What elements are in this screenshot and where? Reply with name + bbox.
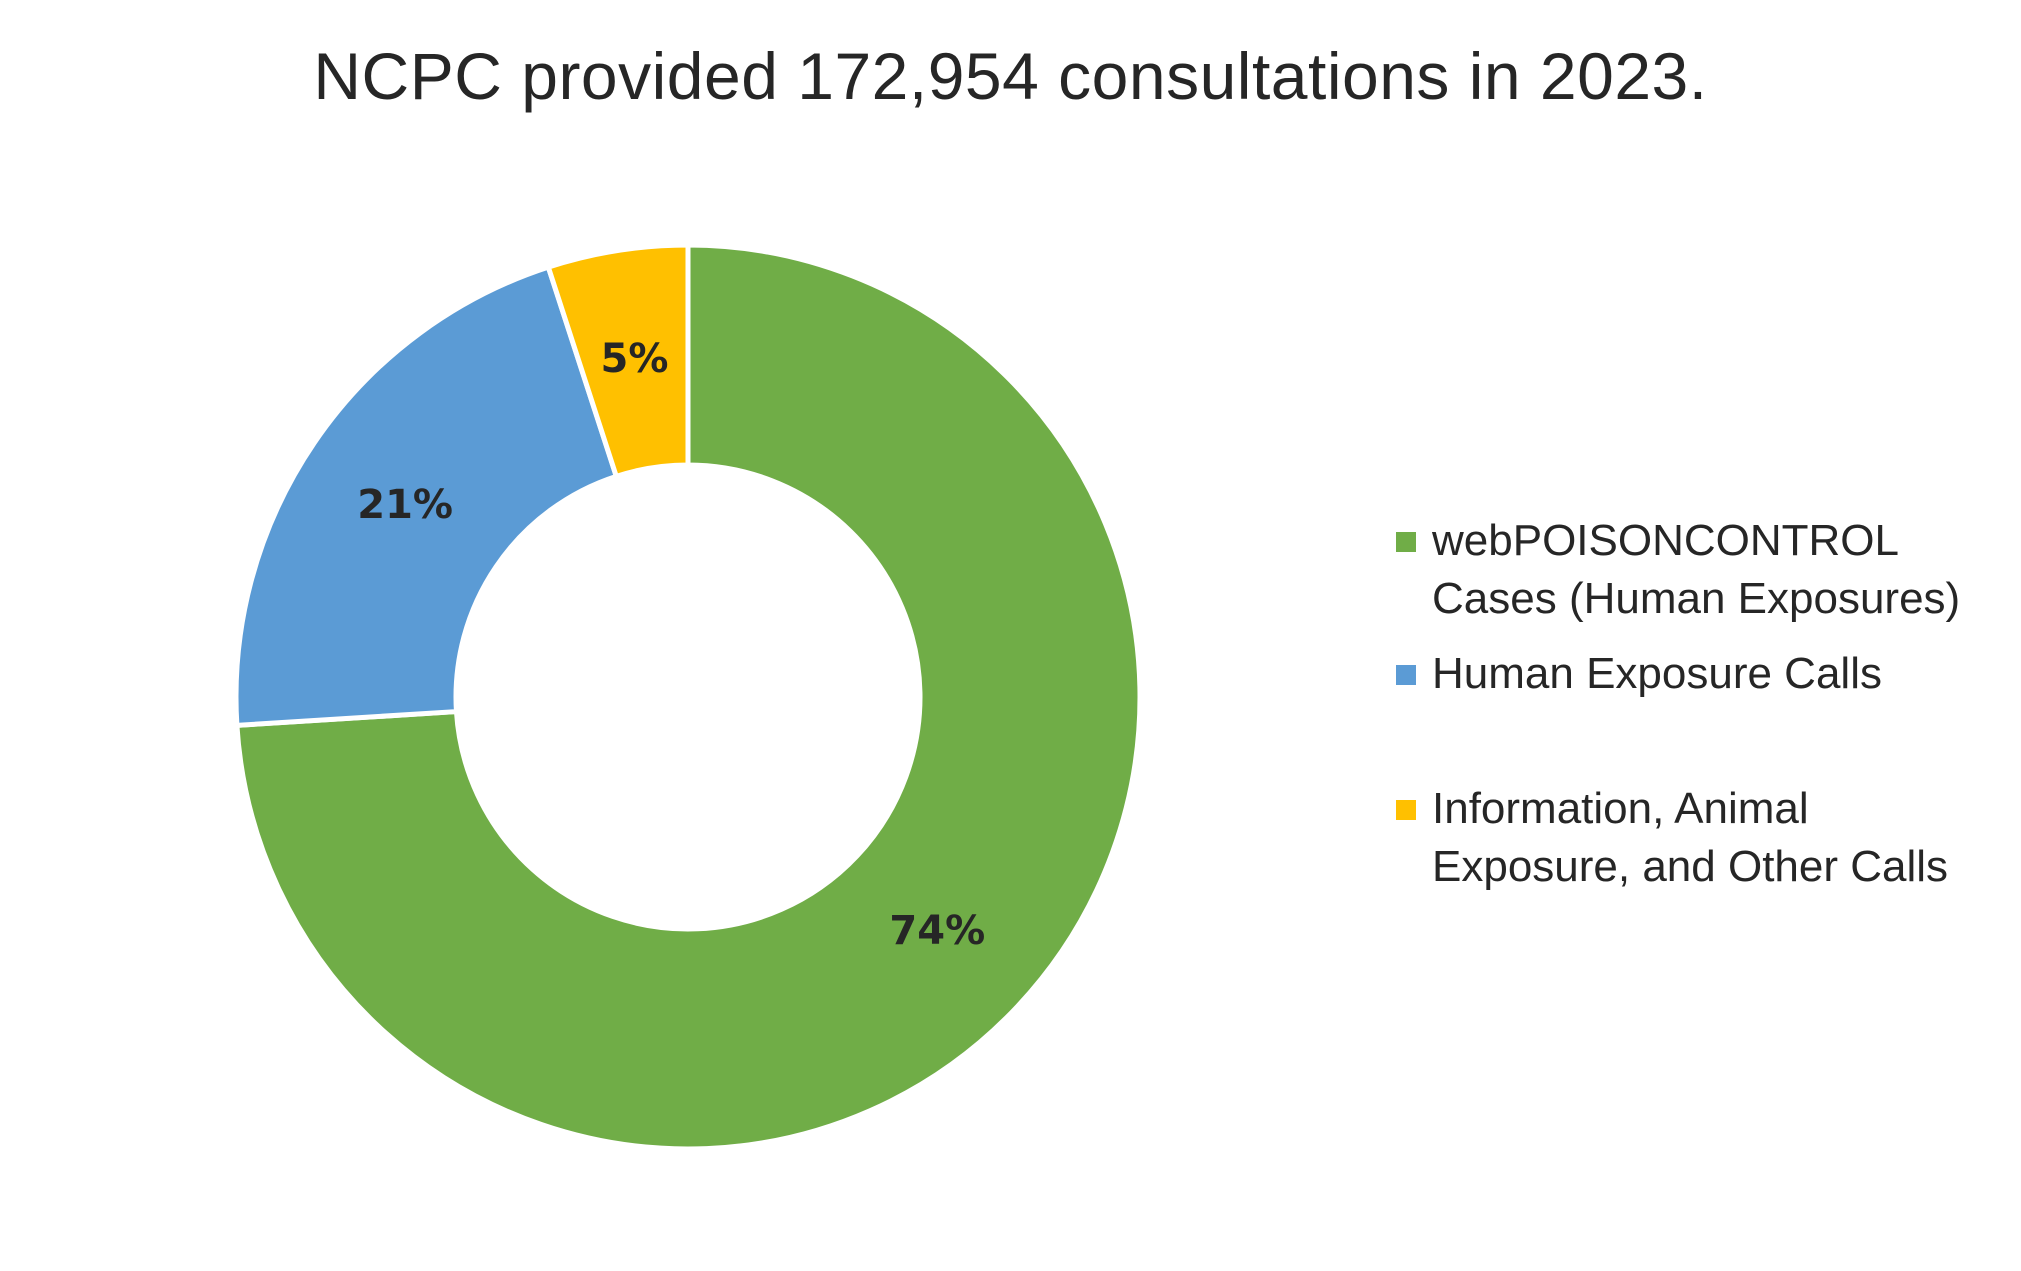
data-label-information-animal-exposure-and-other-calls: 5%: [601, 336, 669, 382]
chart-title: NCPC provided 172,954 consultations in 2…: [313, 39, 1708, 113]
data-label-webpoisoncontrol-cases-human-exposures: 74%: [889, 908, 985, 954]
legend-label-line: Human Exposure Calls: [1432, 649, 1882, 698]
legend-label-information-animal-other: Information, Animal Exposure, and Other …: [1432, 780, 1992, 896]
donut-slices: [233, 242, 1143, 1152]
legend-label-human-exposure-calls: Human Exposure Calls: [1432, 645, 1992, 703]
legend-label-line: Exposure, and Other Calls: [1432, 842, 1949, 891]
legend-label-line: webPOISONCONTROL: [1432, 516, 1899, 565]
donut-slice-webpoisoncontrol-cases-human-exposures: [234, 242, 1143, 1152]
legend-swatch-information-animal-other: [1396, 800, 1416, 820]
donut-slice-information-animal-exposure-and-other-calls: [545, 242, 691, 480]
legend-label-line: Cases (Human Exposures): [1432, 574, 1961, 623]
donut-slice-human-exposure-calls: [233, 263, 620, 729]
legend-swatch-webpoisoncontrol: [1396, 532, 1416, 552]
legend-label-webpoisoncontrol: webPOISONCONTROL Cases (Human Exposures): [1432, 512, 1992, 628]
donut-data-labels: 74% 21% 5%: [357, 336, 985, 954]
legend-label-line: Information, Animal: [1432, 784, 1809, 833]
legend-swatch-human-exposure-calls: [1396, 665, 1416, 685]
data-label-human-exposure-calls: 21%: [357, 482, 453, 528]
